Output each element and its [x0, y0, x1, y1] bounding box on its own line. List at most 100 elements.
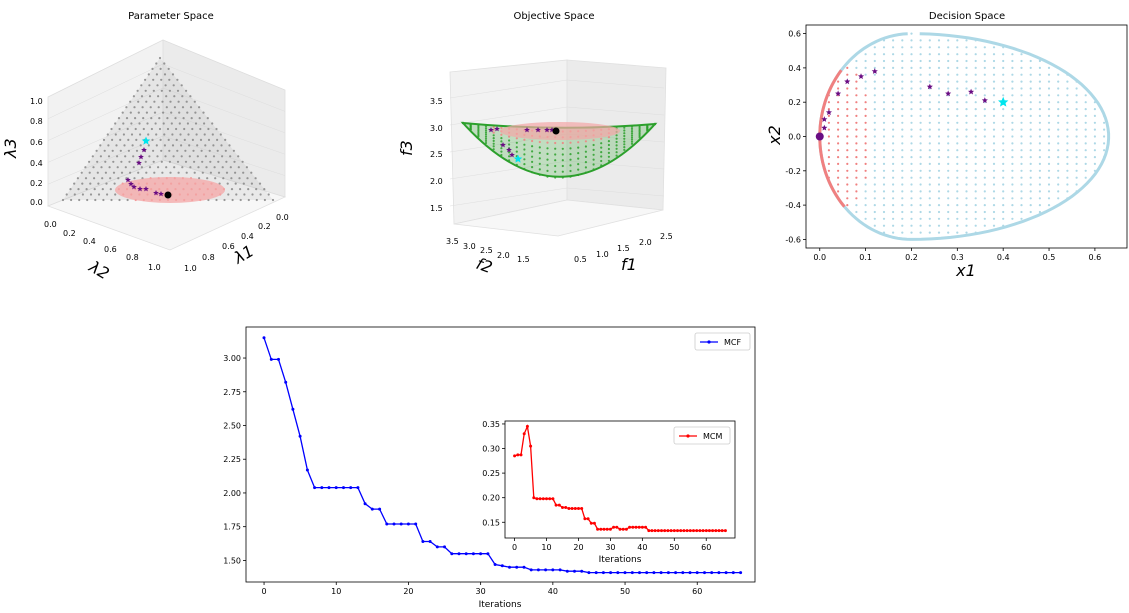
ds-grid-point	[974, 183, 977, 186]
ps-surface-point	[224, 149, 227, 152]
ps-surface-point	[229, 166, 232, 169]
ps-surface-point	[215, 198, 218, 202]
ps-surface-point	[197, 166, 200, 169]
ds-grid-point	[983, 210, 986, 214]
ds-path-point	[835, 90, 842, 97]
ps-surface-point	[153, 100, 156, 103]
mcm-data-point	[618, 527, 622, 531]
os-surface-point	[508, 139, 511, 142]
objective-space-y-ticks: 3.5 3.0 2.5 2.0 1.5	[446, 237, 530, 264]
ds-grid-point	[882, 190, 886, 193]
ds-grid-point	[983, 156, 986, 159]
mcm-y-tick-label: 0.20	[482, 494, 500, 503]
mcf-x-tick-label: 10	[331, 587, 341, 596]
ds-grid-point	[983, 190, 986, 193]
ps-surface-point	[118, 127, 121, 131]
ds-grid-point	[1020, 217, 1023, 220]
os-surface-point	[554, 170, 557, 173]
ds-grid-point	[910, 169, 913, 172]
ps-surface-point	[263, 188, 266, 191]
ds-grid-point	[1002, 135, 1005, 138]
ps-surface-point	[166, 127, 170, 131]
os-x-tick: 2.0	[639, 238, 652, 247]
ps-surface-point	[163, 73, 167, 76]
ds-grid-point	[882, 46, 886, 49]
mcf-data-point	[710, 571, 714, 575]
ds-grid-point	[1047, 156, 1051, 159]
os-surface-point	[554, 141, 557, 145]
ds-grid-point	[827, 156, 831, 159]
ds-grid-point	[1002, 80, 1005, 83]
ps-surface-point	[135, 138, 138, 141]
ps-surface-point	[203, 122, 206, 125]
ds-grid-point	[965, 210, 968, 214]
ds-grid-point	[992, 156, 996, 159]
mcf-x-tick-label: 60	[692, 587, 702, 596]
ds-x-tick-label: 0.6	[1089, 253, 1102, 262]
ps-x-tick: 0.6	[222, 242, 235, 251]
ds-grid-point	[956, 142, 959, 145]
objective-space-title: Objective Space	[513, 11, 594, 22]
mcm-data-point	[650, 529, 654, 533]
ps-surface-point	[86, 198, 89, 202]
ps-surface-point	[132, 155, 135, 158]
ds-path-point	[981, 97, 988, 104]
ds-grid-point	[928, 101, 931, 104]
ds-grid-point	[1093, 128, 1096, 131]
mcm-data-point	[608, 527, 612, 531]
ds-grid-point	[956, 121, 959, 124]
ds-grid-point	[1011, 80, 1014, 83]
os-surface-point	[531, 166, 534, 169]
ps-surface-point	[250, 171, 253, 174]
os-surface-point	[592, 163, 595, 166]
ds-grid-point	[901, 149, 904, 152]
ds-grid-point	[956, 66, 959, 69]
ps-surface-point	[198, 177, 201, 180]
ps-surface-point	[205, 166, 208, 169]
ds-grid-point	[910, 190, 913, 193]
ps-surface-point	[168, 149, 171, 152]
ds-grid-point	[873, 169, 876, 172]
ds-grid-point	[910, 217, 913, 220]
ps-surface-point	[230, 177, 233, 180]
ds-y-tick-label: 0.6	[788, 30, 801, 39]
mcm-data-point	[541, 497, 545, 501]
ds-grid-point	[965, 101, 968, 104]
ps-path-point	[158, 191, 164, 197]
ds-grid-point	[1038, 121, 1041, 124]
ps-surface-point	[156, 155, 159, 158]
ds-grid-point	[882, 108, 886, 111]
mcm-data-point	[557, 503, 561, 507]
ds-grid-point	[947, 149, 950, 152]
ds-grid-point	[910, 204, 913, 207]
ds-grid-point	[864, 80, 867, 83]
ds-grid-point	[1047, 87, 1051, 90]
os-surface-point	[584, 166, 588, 169]
ps-surface-point	[119, 149, 122, 152]
ds-grid-point	[956, 94, 959, 97]
ps-surface-point	[247, 188, 250, 191]
ps-surface-point	[138, 122, 141, 125]
ds-grid-point	[882, 101, 886, 104]
os-y-tick: 3.0	[463, 242, 476, 251]
ps-surface-point	[92, 166, 95, 169]
os-surface-point	[554, 153, 557, 156]
ds-grid-point	[892, 224, 895, 227]
mcm-data-point	[663, 529, 667, 533]
os-surface-point	[584, 145, 588, 148]
ds-grid-point	[937, 142, 941, 145]
os-surface-point	[515, 146, 518, 149]
mcm-data-point	[551, 497, 555, 501]
ps-surface-point	[142, 127, 145, 131]
ps-surface-point	[170, 111, 173, 114]
ds-grid-point	[1047, 176, 1051, 179]
ps-surface-point	[144, 89, 147, 92]
ds-grid-point	[919, 183, 922, 186]
ds-grid-point	[956, 46, 959, 49]
ps-surface-point	[77, 188, 80, 191]
ds-grid-point	[901, 210, 904, 214]
ds-grid-point	[1020, 87, 1023, 90]
ds-grid-point	[1047, 108, 1051, 111]
ps-surface-point	[118, 198, 121, 202]
ds-grid-point	[974, 169, 977, 172]
